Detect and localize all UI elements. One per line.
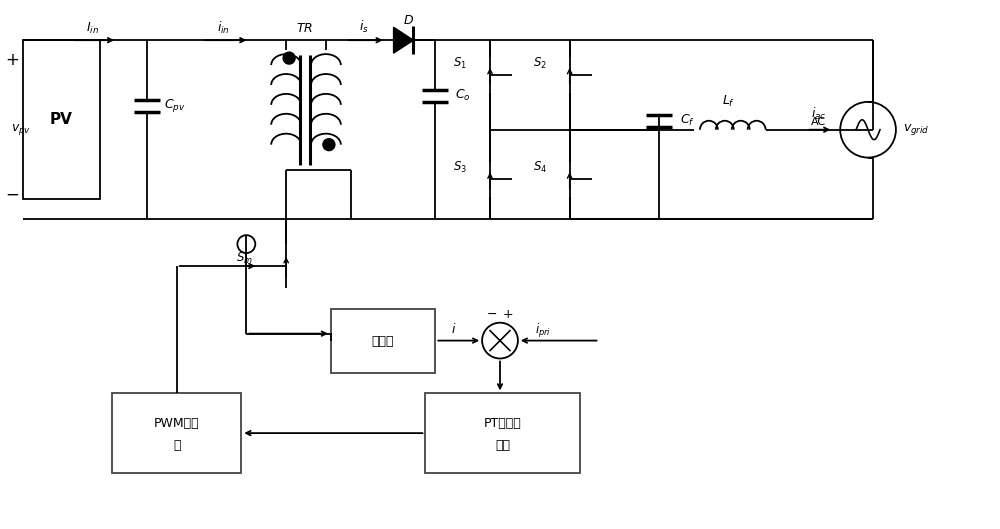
Text: $i_{ac}$: $i_{ac}$ <box>811 106 826 122</box>
Text: 制器: 制器 <box>495 439 510 452</box>
Text: +: + <box>6 51 20 69</box>
Text: PT谐振控: PT谐振控 <box>484 417 521 430</box>
Polygon shape <box>394 28 413 53</box>
Text: $D$: $D$ <box>403 14 414 27</box>
Text: $S_2$: $S_2$ <box>533 56 547 70</box>
Text: $i_s$: $i_s$ <box>359 19 369 35</box>
Circle shape <box>323 139 335 151</box>
Text: 滤波器: 滤波器 <box>372 335 394 348</box>
Text: $TR$: $TR$ <box>296 22 314 35</box>
Circle shape <box>283 52 295 64</box>
Text: $C_f$: $C_f$ <box>680 113 694 129</box>
Text: $S_4$: $S_4$ <box>533 160 547 175</box>
Text: $S_m$: $S_m$ <box>236 251 253 266</box>
Bar <box>23 40 100 199</box>
Text: $C_o$: $C_o$ <box>455 88 471 104</box>
Text: $C_{pv}$: $C_{pv}$ <box>164 97 185 114</box>
Bar <box>331 309 435 373</box>
Bar <box>112 394 241 473</box>
Text: $v_{grid}$: $v_{grid}$ <box>903 122 929 137</box>
Bar <box>425 394 580 473</box>
Text: $i_{pri}$: $i_{pri}$ <box>535 322 551 340</box>
Text: $L_f$: $L_f$ <box>722 94 735 110</box>
Text: $i_{in}$: $i_{in}$ <box>217 20 230 37</box>
Text: −: − <box>6 185 20 203</box>
Text: −: − <box>487 308 497 321</box>
Text: PWM发生: PWM发生 <box>154 417 200 430</box>
Text: $v_{pv}$: $v_{pv}$ <box>11 122 31 137</box>
Text: $S_1$: $S_1$ <box>453 56 467 70</box>
Text: PV: PV <box>50 112 73 127</box>
Text: +: + <box>503 308 513 321</box>
Text: AC: AC <box>811 117 826 127</box>
Text: 器: 器 <box>173 439 180 452</box>
Text: $i$: $i$ <box>451 322 456 336</box>
Text: $I_{in}$: $I_{in}$ <box>86 21 99 36</box>
Text: $S_3$: $S_3$ <box>453 160 467 175</box>
